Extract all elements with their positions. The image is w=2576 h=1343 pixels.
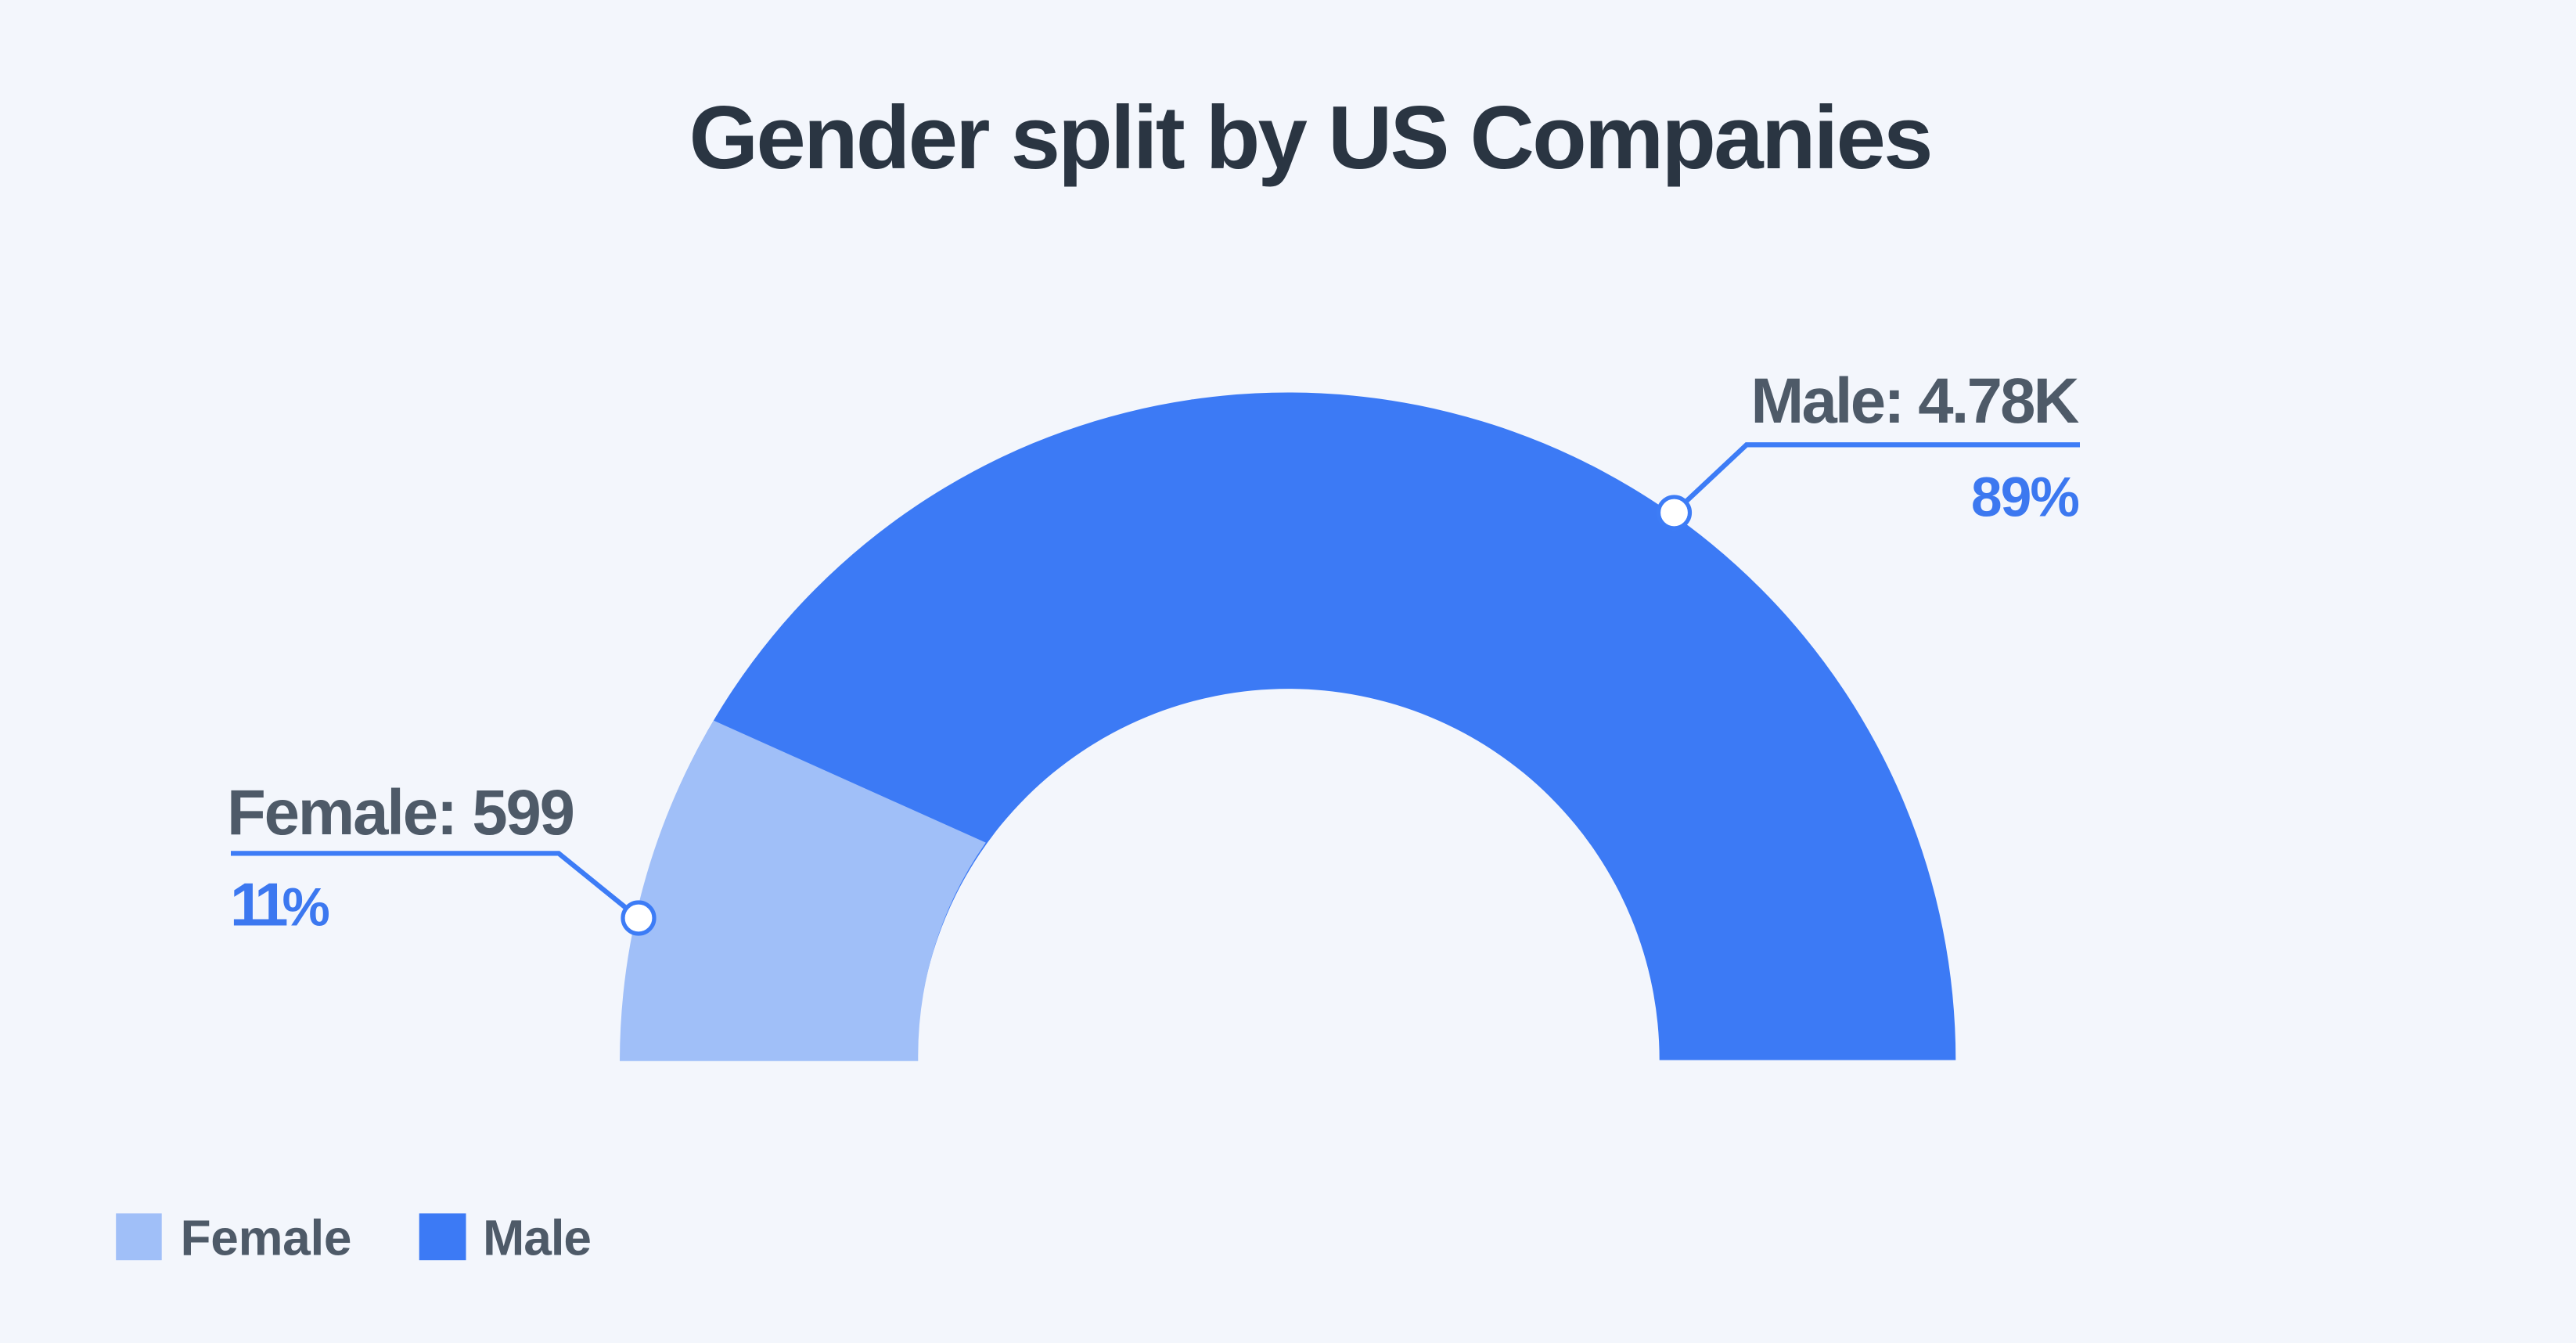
svg-text:Female: Female [181,1210,352,1266]
svg-text:89%: 89% [1971,466,2079,529]
svg-text:Male: Male [483,1210,592,1266]
svg-text:Female: 599: Female: 599 [227,777,575,848]
svg-text:11%: 11% [230,870,330,939]
svg-text:Male: 4.78K: Male: 4.78K [1750,365,2079,437]
svg-text:Gender split by US Companies: Gender split by US Companies [689,88,1934,188]
